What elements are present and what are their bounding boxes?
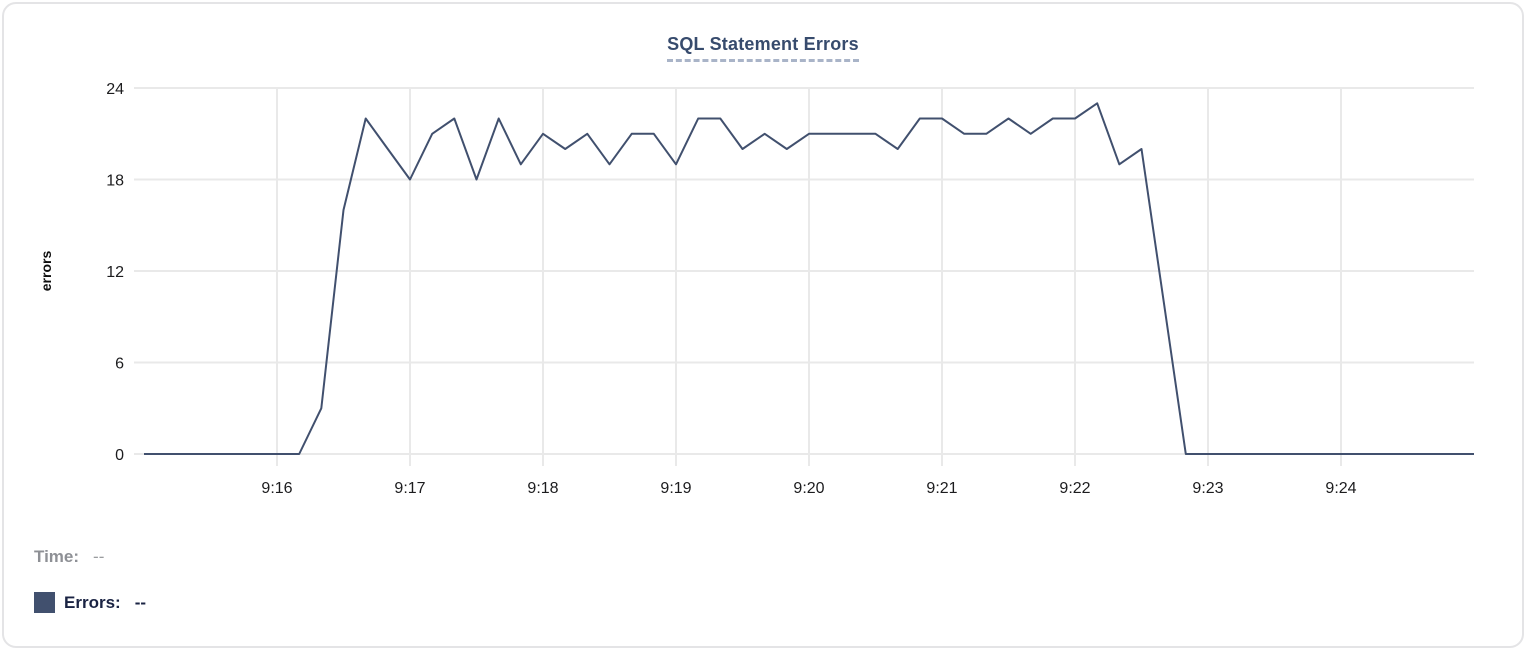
errors-line-chart[interactable]: 0 6 12 18 24 9:16 9:17 9:18 9:19 9:20 9:21 9:22 9:23…	[4, 4, 1524, 504]
x-tick-label: 9:23	[1192, 480, 1223, 497]
chart-title[interactable]: SQL Statement Errors	[667, 34, 859, 62]
chart-header: SQL Statement Errors	[4, 34, 1522, 62]
time-label: Time:	[34, 547, 80, 566]
x-tick-label: 9:17	[394, 480, 425, 497]
tooltip-time-row: Time: --	[34, 547, 104, 567]
x-tick-label: 9:21	[926, 480, 957, 497]
y-tick-label: 18	[106, 173, 124, 190]
x-tick-label: 9:18	[527, 480, 558, 497]
x-tick-label: 9:24	[1325, 480, 1356, 497]
y-tick-label: 6	[115, 356, 124, 373]
x-tick-label: 9:16	[261, 480, 292, 497]
errors-label: Errors:	[64, 592, 121, 612]
tooltip-errors-row: Errors: --	[34, 592, 146, 613]
x-tick-label: 9:22	[1059, 480, 1090, 497]
errors-value: --	[134, 592, 147, 612]
y-axis-label: errors	[38, 251, 54, 292]
errors-series-line	[144, 102, 1474, 455]
x-tick-label: 9:19	[660, 480, 691, 497]
errors-series-swatch	[34, 592, 55, 613]
y-tick-label: 0	[115, 447, 124, 464]
x-tick-label: 9:20	[793, 480, 824, 497]
time-value: --	[93, 547, 105, 566]
y-tick-label: 24	[106, 81, 124, 98]
y-tick-label: 12	[106, 264, 124, 281]
